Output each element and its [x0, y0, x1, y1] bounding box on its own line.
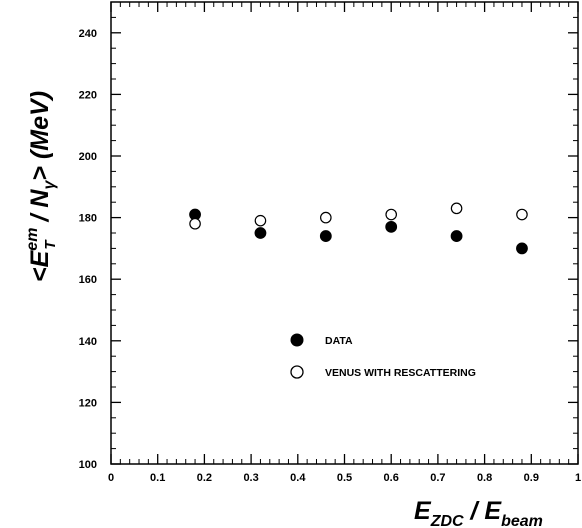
data-point: [254, 227, 267, 239]
venus-point: [516, 208, 528, 221]
y-tick-label: 180: [79, 213, 97, 225]
venus-point: [254, 214, 267, 227]
x-tick-label: 0.1: [150, 472, 165, 484]
data-point: [385, 220, 398, 233]
y-tick-label: 200: [79, 151, 97, 163]
y-tick-label: 220: [79, 89, 97, 101]
data-points: [189, 202, 528, 255]
venus-point: [320, 211, 332, 224]
x-tick-label: 0.7: [430, 472, 445, 484]
legend-label-data: DATA: [325, 335, 353, 347]
x-tick-label: 0.4: [290, 472, 306, 484]
y-tick-label: 240: [79, 28, 97, 40]
legend-marker-data: [290, 333, 304, 347]
plot-frame: [110, 1, 579, 465]
x-tick-label: 1: [575, 472, 581, 484]
data-point: [319, 230, 332, 242]
x-tick-label: 0.2: [197, 472, 212, 484]
x-axis-title: EZDC / Ebeam: [414, 497, 543, 528]
x-tick-label: 0.8: [477, 472, 492, 484]
legend: DATA VENUS WITH RESCATTERING: [290, 333, 476, 379]
y-tick-label: 100: [79, 459, 97, 471]
y-tick-label: 140: [79, 336, 97, 348]
data-point: [450, 230, 463, 242]
data-point: [516, 242, 528, 255]
venus-point: [450, 202, 463, 215]
x-tick-label: 0: [108, 472, 114, 484]
legend-label-venus: VENUS WITH RESCATTERING: [325, 367, 476, 379]
x-tick-label: 0.5: [337, 472, 352, 484]
x-tick-label: 0.6: [384, 472, 399, 484]
y-tick-label: 160: [79, 274, 97, 286]
venus-point: [189, 217, 201, 230]
axis-ticks: [110, 1, 579, 465]
x-tick-label: 0.3: [243, 472, 258, 484]
axis-tick-labels: 0 0.1 0.2 0.3 0.4 0.5 0.6 0.7 0.8 0.9 1 100 120 140 16…: [79, 28, 581, 484]
x-tick-label: 0.9: [524, 472, 539, 484]
y-tick-label: 120: [79, 397, 97, 409]
venus-point: [385, 208, 397, 221]
y-axis-title: <EemT / Nγ> (MeV): [24, 91, 59, 282]
legend-marker-venus: [290, 365, 304, 379]
